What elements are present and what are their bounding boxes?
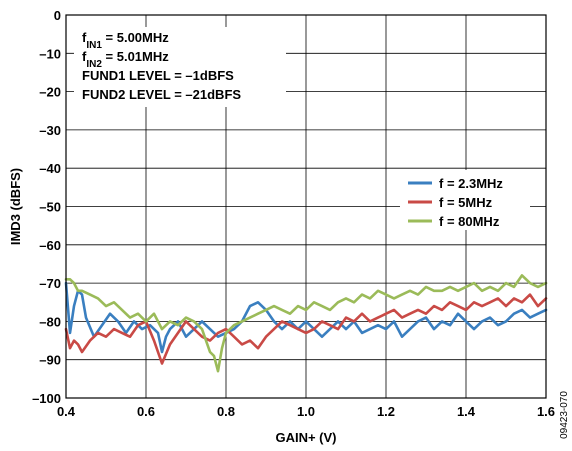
y-tick-label: –80 (39, 314, 61, 329)
annotation-line: FUND1 LEVEL = –1dBFS (82, 68, 234, 83)
series-layer (64, 274, 548, 373)
x-tick-label: 1.6 (537, 404, 555, 419)
x-tick-label: 1.0 (297, 404, 315, 419)
series-line (64, 281, 548, 354)
y-tick-label: –30 (39, 123, 61, 138)
plot-frame (65, 14, 547, 399)
y-axis-title: IMD3 (dBFS) (8, 168, 23, 245)
series-line (64, 274, 548, 373)
legend: f = 2.3MHz f = 5MHz f = 80MHz (400, 170, 530, 230)
y-tick-label: –20 (39, 85, 61, 100)
legend-label: f = 80MHz (439, 214, 500, 229)
legend-label: f = 5MHz (439, 195, 493, 210)
y-tick-label: –100 (32, 391, 61, 406)
legend-items: f = 2.3MHz f = 5MHz f = 80MHz (408, 176, 503, 229)
x-tick-label: 1.4 (457, 404, 476, 419)
legend-label: f = 2.3MHz (439, 176, 503, 191)
y-tick-label: –90 (39, 353, 61, 368)
y-tick-label: –10 (39, 46, 61, 61)
annotation-line: FUND2 LEVEL = –21dBFS (82, 87, 241, 102)
x-tick-label: 0.4 (57, 404, 76, 419)
figure-id: 09423-070 (559, 391, 570, 439)
y-tick-label: 0 (54, 8, 61, 23)
x-axis-title: GAIN+ (V) (275, 430, 336, 445)
tick-labels: 0.4 0.6 0.8 1.0 1.2 1.4 1.6 0 –10 –20 –30 –40 –50 –60… (32, 8, 555, 419)
annotation-line: fIN2 = 5.01MHz (82, 49, 169, 70)
y-tick-label: –40 (39, 161, 61, 176)
y-tick-label: –50 (39, 200, 61, 215)
y-tick-label: –70 (39, 276, 61, 291)
annotation-background (74, 27, 286, 107)
x-tick-label: 0.6 (137, 404, 155, 419)
annotation-line: fIN1 = 5.00MHz (82, 30, 169, 51)
y-tick-label: –60 (39, 238, 61, 253)
series-line (64, 293, 548, 365)
x-tick-label: 1.2 (377, 404, 395, 419)
x-tick-label: 0.8 (217, 404, 235, 419)
